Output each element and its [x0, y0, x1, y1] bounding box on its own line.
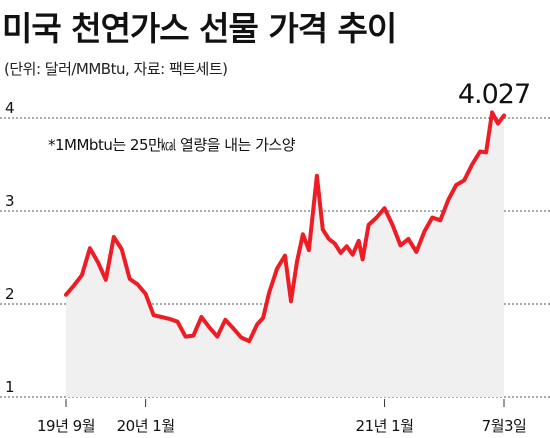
x-tick-label: 7월3일 [482, 417, 527, 435]
last-value-label: 4.027 [458, 79, 530, 110]
area-under-line [66, 112, 504, 398]
chart-title: 미국 천연가스 선물 가격 추이 [2, 9, 397, 48]
x-tick-label: 19년 9월 [37, 417, 95, 435]
series-line [64, 110, 506, 344]
footnote: *1MMbtu는 25만㎉ 열량을 내는 가스양 [48, 136, 296, 154]
y-tick-label: 4 [5, 99, 15, 117]
chart-subtitle: (단위: 달러/MMBtu, 자료: 팩트세트) [4, 60, 228, 78]
y-axis-ticks: 1 2 3 4 [5, 99, 15, 396]
y-tick-label: 1 [5, 378, 15, 396]
y-tick-label: 2 [5, 285, 15, 303]
x-tick-label: 21년 1월 [356, 417, 414, 435]
x-tick-label: 20년 1월 [117, 417, 175, 435]
y-tick-label: 3 [5, 192, 15, 210]
x-axis-ticks: 19년 9월 20년 1월 21년 1월 7월3일 [37, 399, 527, 435]
